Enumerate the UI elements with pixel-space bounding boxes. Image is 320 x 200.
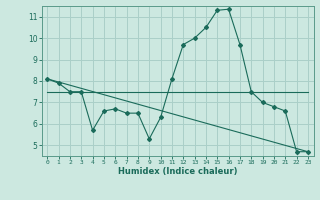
X-axis label: Humidex (Indice chaleur): Humidex (Indice chaleur) (118, 167, 237, 176)
